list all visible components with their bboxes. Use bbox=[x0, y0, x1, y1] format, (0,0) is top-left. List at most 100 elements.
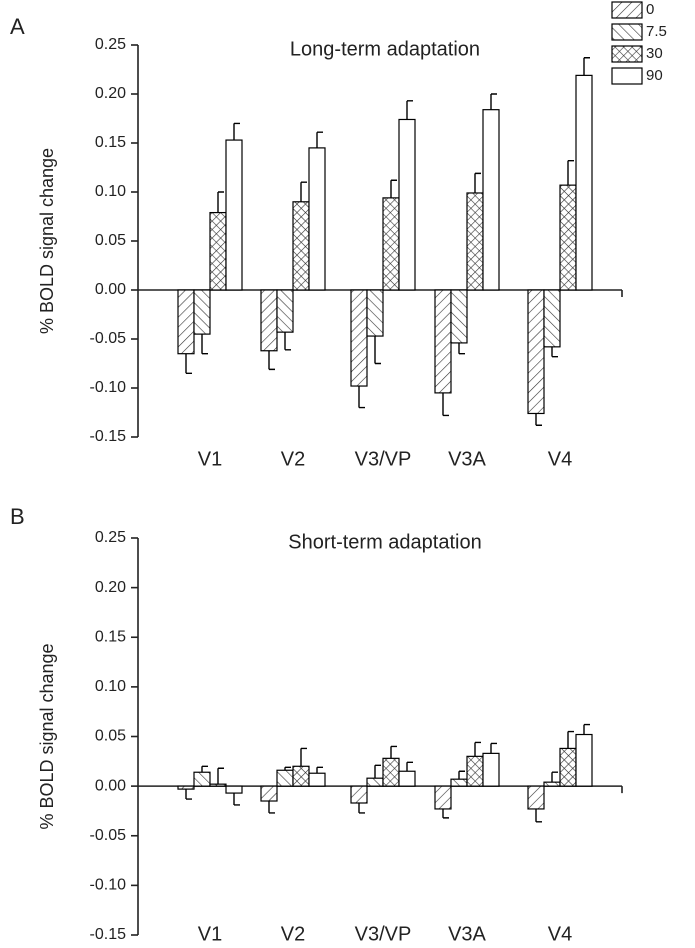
error-bar bbox=[490, 93, 497, 110]
panel-label: A bbox=[10, 14, 25, 39]
error-bar bbox=[551, 771, 558, 783]
error-bar bbox=[406, 761, 413, 772]
bar bbox=[559, 184, 577, 291]
y-tick-label: 0.25 bbox=[95, 529, 126, 546]
y-tick-label: 0.15 bbox=[95, 134, 126, 151]
y-tick-label: 0.20 bbox=[95, 85, 126, 102]
bar bbox=[225, 139, 243, 291]
error-bar bbox=[458, 770, 465, 780]
error-bar bbox=[201, 765, 208, 773]
legend-swatch bbox=[611, 45, 643, 63]
bar bbox=[559, 747, 577, 787]
bar bbox=[543, 781, 561, 787]
error-bar bbox=[217, 767, 224, 785]
legend-label: 0 bbox=[646, 1, 654, 18]
error-bar bbox=[390, 179, 397, 198]
error-bar bbox=[490, 742, 497, 754]
error-bar bbox=[551, 346, 558, 358]
x-tick-label: V1 bbox=[198, 923, 222, 945]
error-bar bbox=[358, 386, 365, 409]
y-tick-label: 0.25 bbox=[95, 36, 126, 53]
y-axis-label: % BOLD signal change bbox=[37, 643, 57, 829]
error-bar bbox=[567, 730, 574, 749]
y-tick-label: 0.10 bbox=[95, 678, 126, 695]
legend-swatch bbox=[611, 67, 643, 85]
bar bbox=[260, 289, 278, 352]
y-tick-label: -0.10 bbox=[90, 379, 127, 396]
bar bbox=[366, 289, 384, 337]
legend-label: 90 bbox=[646, 67, 663, 84]
error-bar bbox=[185, 353, 192, 374]
bar bbox=[575, 74, 593, 291]
x-tick-label: V3A bbox=[448, 923, 486, 945]
bar bbox=[382, 197, 400, 291]
error-bar bbox=[284, 332, 291, 351]
x-tick-label: V2 bbox=[281, 448, 305, 470]
y-tick-label: 0.15 bbox=[95, 628, 126, 645]
bar bbox=[177, 289, 195, 355]
y-tick-label: -0.05 bbox=[90, 827, 127, 844]
error-bar bbox=[268, 350, 275, 371]
y-tick-label: -0.05 bbox=[90, 330, 127, 347]
legend-label: 7.5 bbox=[646, 23, 667, 40]
error-bar bbox=[442, 808, 449, 819]
error-bar bbox=[474, 172, 481, 193]
error-bar bbox=[458, 342, 465, 355]
error-bar bbox=[442, 392, 449, 417]
bar bbox=[482, 752, 500, 787]
error-bar bbox=[583, 723, 590, 735]
bar bbox=[292, 765, 310, 787]
bar bbox=[482, 109, 500, 291]
bar bbox=[308, 147, 326, 291]
error-bar bbox=[583, 57, 590, 76]
error-bar bbox=[406, 100, 413, 120]
bar bbox=[209, 783, 227, 787]
error-bar bbox=[233, 793, 240, 806]
bar bbox=[398, 770, 416, 787]
bar bbox=[382, 757, 400, 787]
bar bbox=[366, 777, 384, 787]
bar bbox=[308, 772, 326, 787]
x-tick-label: V3/VP bbox=[355, 923, 412, 945]
y-tick-label: 0.00 bbox=[95, 777, 126, 794]
error-bar bbox=[316, 131, 323, 148]
legend-swatch bbox=[611, 23, 643, 41]
error-bar bbox=[217, 191, 224, 213]
error-bar bbox=[358, 802, 365, 814]
error-bar bbox=[201, 334, 208, 355]
panel-label: B bbox=[10, 504, 25, 529]
bar bbox=[292, 201, 310, 291]
bar bbox=[450, 289, 468, 344]
x-tick-label: V4 bbox=[548, 923, 572, 945]
x-tick-label: V3/VP bbox=[355, 448, 412, 470]
y-axis-label: % BOLD signal change bbox=[37, 148, 57, 334]
error-bar bbox=[316, 766, 323, 774]
error-bar bbox=[535, 413, 542, 426]
chart-title: Long-term adaptation bbox=[290, 38, 480, 60]
bar bbox=[276, 289, 294, 333]
bar bbox=[434, 289, 452, 394]
error-bar bbox=[185, 789, 192, 800]
bar bbox=[225, 785, 243, 794]
error-bar bbox=[374, 764, 381, 779]
error-bar bbox=[567, 159, 574, 186]
bar bbox=[543, 289, 561, 348]
y-tick-label: -0.10 bbox=[90, 877, 127, 894]
bar bbox=[193, 289, 211, 335]
y-tick-label: 0.10 bbox=[95, 183, 126, 200]
bar bbox=[434, 785, 452, 810]
error-bar bbox=[233, 122, 240, 141]
chart-title: Short-term adaptation bbox=[288, 531, 481, 553]
y-tick-label: 0.20 bbox=[95, 579, 126, 596]
bar bbox=[209, 211, 227, 291]
error-bar bbox=[300, 747, 307, 767]
bar bbox=[398, 118, 416, 291]
y-tick-label: 0.05 bbox=[95, 728, 126, 745]
legend-swatch bbox=[611, 1, 643, 19]
bar bbox=[450, 778, 468, 787]
error-bar bbox=[535, 808, 542, 823]
error-bar bbox=[268, 801, 275, 814]
bar bbox=[466, 755, 484, 787]
y-tick-label: 0.05 bbox=[95, 232, 126, 249]
